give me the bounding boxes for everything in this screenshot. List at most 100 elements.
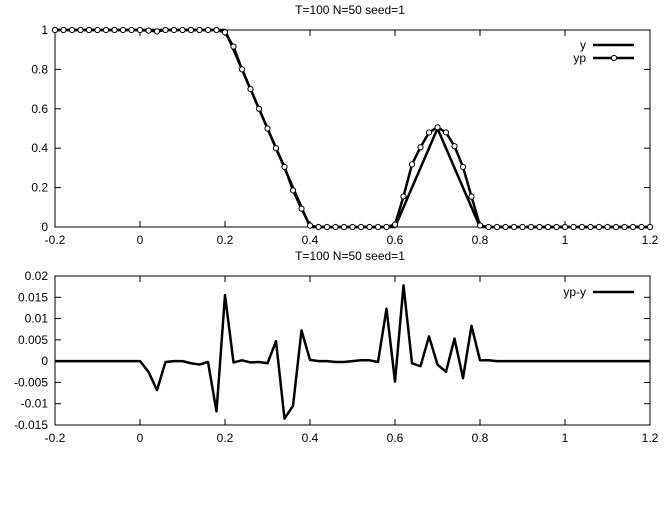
legend-label: y xyxy=(580,38,586,52)
data-point-yp xyxy=(638,223,645,231)
x-tick-label: 0.8 xyxy=(472,431,489,445)
data-point-yp xyxy=(94,26,101,34)
data-point-yp xyxy=(204,26,212,34)
data-point-yp xyxy=(255,105,263,112)
chart-title: T=100 N=50 seed=1 xyxy=(295,3,405,17)
data-point-yp xyxy=(60,26,67,34)
data-point-yp xyxy=(196,26,203,34)
data-point-yp xyxy=(374,223,382,231)
plot-frame xyxy=(54,29,651,228)
data-point-yp xyxy=(170,26,178,34)
series-line-yp-y xyxy=(55,284,650,420)
data-point-yp xyxy=(298,205,305,212)
y-tick-label: 0 xyxy=(41,354,48,368)
data-point-yp xyxy=(485,223,492,231)
legend-label: yp-y xyxy=(563,285,586,299)
y-tick-label: 0 xyxy=(41,220,48,234)
data-point-yp xyxy=(493,223,501,231)
y-tick-label: -0.015 xyxy=(14,418,48,432)
data-point-yp xyxy=(119,26,127,34)
data-point-yp xyxy=(315,223,322,231)
x-tick-label: 0 xyxy=(137,431,144,445)
data-point-yp xyxy=(111,26,118,34)
legend-marker xyxy=(610,54,618,62)
series-line-y xyxy=(55,28,650,229)
y-tick-label: 0.4 xyxy=(31,141,48,155)
data-point-yp xyxy=(264,125,271,132)
data-point-yp xyxy=(612,223,620,231)
y-tick-label: 0.015 xyxy=(18,290,48,304)
data-point-yp xyxy=(128,26,135,34)
data-point-yp xyxy=(595,223,603,231)
data-point-yp xyxy=(145,27,152,34)
data-point-yp xyxy=(425,129,433,136)
data-point-yp xyxy=(629,223,637,231)
data-point-yp xyxy=(578,223,586,231)
data-point-yp xyxy=(400,193,407,200)
data-point-yp xyxy=(153,28,161,35)
data-point-yp xyxy=(187,26,195,34)
x-tick-label: -0.2 xyxy=(45,431,66,445)
data-point-yp xyxy=(340,223,348,231)
data-point-yp xyxy=(604,223,611,231)
data-point-yp xyxy=(230,43,237,50)
data-point-yp xyxy=(357,223,365,231)
x-tick-label: -0.2 xyxy=(45,233,66,247)
data-point-yp xyxy=(136,26,144,34)
data-point-yp xyxy=(510,223,518,231)
data-point-yp xyxy=(570,223,577,231)
data-point-yp xyxy=(621,223,628,231)
legend-label: yp xyxy=(573,51,586,65)
data-point-yp xyxy=(536,223,543,231)
y-tick-label: -0.01 xyxy=(21,397,49,411)
data-point-yp xyxy=(85,26,93,34)
y-tick-label: 0.2 xyxy=(31,181,48,195)
data-point-yp xyxy=(468,193,475,200)
data-point-yp xyxy=(434,124,441,131)
chart-title: T=100 N=50 seed=1 xyxy=(295,249,405,263)
x-tick-label: 0.6 xyxy=(387,431,404,445)
chart-top: T=100 N=50 seed=1 -0.2 0 0.2 0.4 0.6 0.8 1 1.20… xyxy=(31,3,658,247)
data-point-yp xyxy=(527,223,535,231)
data-point-yp xyxy=(519,223,526,231)
data-point-yp xyxy=(51,26,59,34)
x-tick-label: 1 xyxy=(562,233,569,247)
data-point-yp xyxy=(68,26,76,34)
data-point-yp xyxy=(587,223,594,231)
x-tick-label: 1.2 xyxy=(642,431,659,445)
data-point-yp xyxy=(459,163,467,171)
y-tick-label: 0.005 xyxy=(18,333,48,347)
data-point-yp xyxy=(366,223,373,231)
data-point-yp xyxy=(332,223,339,231)
y-tick-label: 0.02 xyxy=(25,269,49,283)
data-point-yp xyxy=(451,143,458,150)
data-point-yp xyxy=(306,222,314,229)
x-tick-label: 0.8 xyxy=(472,233,489,247)
data-point-yp xyxy=(408,161,416,168)
x-tick-label: 0.6 xyxy=(387,233,404,247)
data-point-yp xyxy=(238,66,246,73)
data-point-yp xyxy=(646,223,654,231)
data-point-yp xyxy=(179,26,186,34)
x-tick-label: 1.2 xyxy=(642,233,659,247)
x-tick-label: 1 xyxy=(562,431,569,445)
x-tick-label: 0 xyxy=(137,233,144,247)
x-tick-label: 0.2 xyxy=(217,431,234,445)
data-point-yp xyxy=(502,223,509,231)
y-tick-label: 0.6 xyxy=(31,102,48,116)
data-point-yp xyxy=(213,26,220,34)
x-tick-label: 0.4 xyxy=(302,431,319,445)
data-point-yp xyxy=(476,222,484,229)
data-point-yp xyxy=(281,163,288,171)
data-point-yp xyxy=(442,129,450,136)
y-tick-label: -0.005 xyxy=(14,375,48,389)
data-point-yp xyxy=(553,223,560,231)
data-point-yp xyxy=(289,187,297,194)
data-point-yp xyxy=(162,26,169,34)
data-point-yp xyxy=(544,223,552,231)
y-tick-label: 0.01 xyxy=(25,312,49,326)
data-point-yp xyxy=(272,145,280,152)
data-point-yp xyxy=(383,223,390,231)
x-tick-label: 0.4 xyxy=(302,233,319,247)
